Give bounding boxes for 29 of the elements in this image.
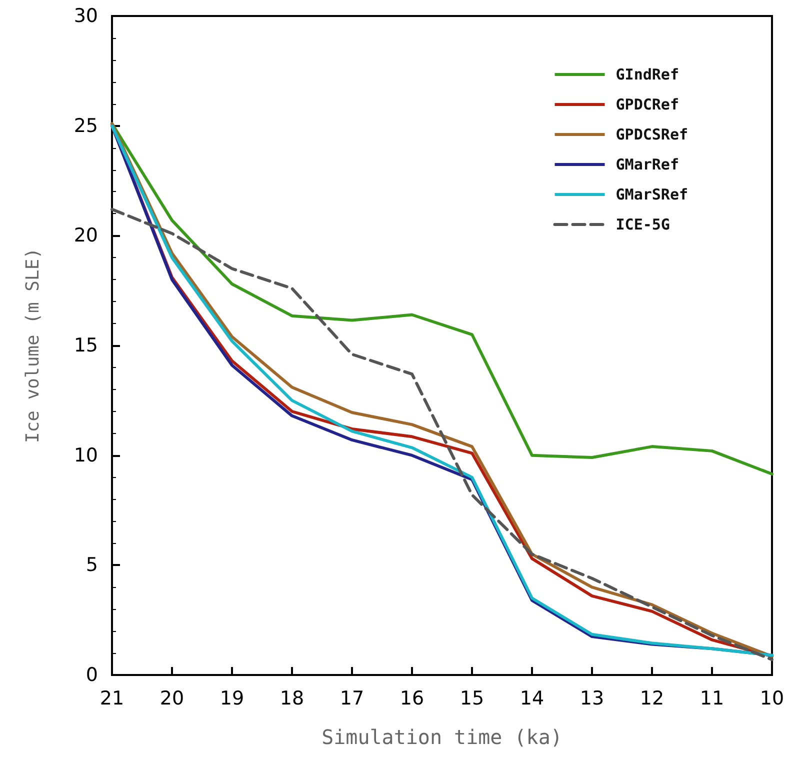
x-tick-label: 10	[760, 688, 784, 710]
x-tick-label: 12	[640, 688, 664, 710]
y-tick-label: 25	[74, 114, 98, 137]
y-axis-title: Ice volume (m SLE)	[22, 248, 44, 444]
x-tick-label: 16	[400, 688, 424, 710]
legend-label: GPDCRef	[616, 96, 679, 114]
x-tick-label: 13	[580, 688, 604, 710]
y-tick-label: 30	[74, 5, 98, 27]
legend-label: GPDCSRef	[616, 126, 688, 144]
x-axis-title: Simulation time (ka)	[322, 725, 562, 749]
y-tick-label: 15	[74, 334, 98, 356]
legend-label: GIndRef	[616, 66, 679, 84]
x-tick-label: 14	[520, 688, 544, 710]
y-tick-label: 20	[74, 224, 98, 247]
legend-label: ICE-5G	[616, 216, 670, 234]
line-series	[110, 122, 774, 476]
x-tick-label: 18	[280, 688, 304, 710]
x-tick-label: 11	[700, 688, 724, 710]
y-tick-label: 0	[86, 664, 98, 686]
x-tick-label: 21	[100, 688, 124, 710]
x-tick-label: 20	[160, 688, 184, 710]
x-tick-label: 17	[340, 688, 364, 710]
x-tick-label: 19	[220, 688, 244, 710]
y-tick-label: 10	[74, 444, 98, 466]
x-tick-label: 15	[460, 688, 484, 710]
y-tick-label: 5	[86, 554, 98, 576]
legend-label: GMarSRef	[616, 186, 688, 204]
line-series	[110, 208, 774, 662]
legend-label: GMarRef	[616, 156, 679, 174]
